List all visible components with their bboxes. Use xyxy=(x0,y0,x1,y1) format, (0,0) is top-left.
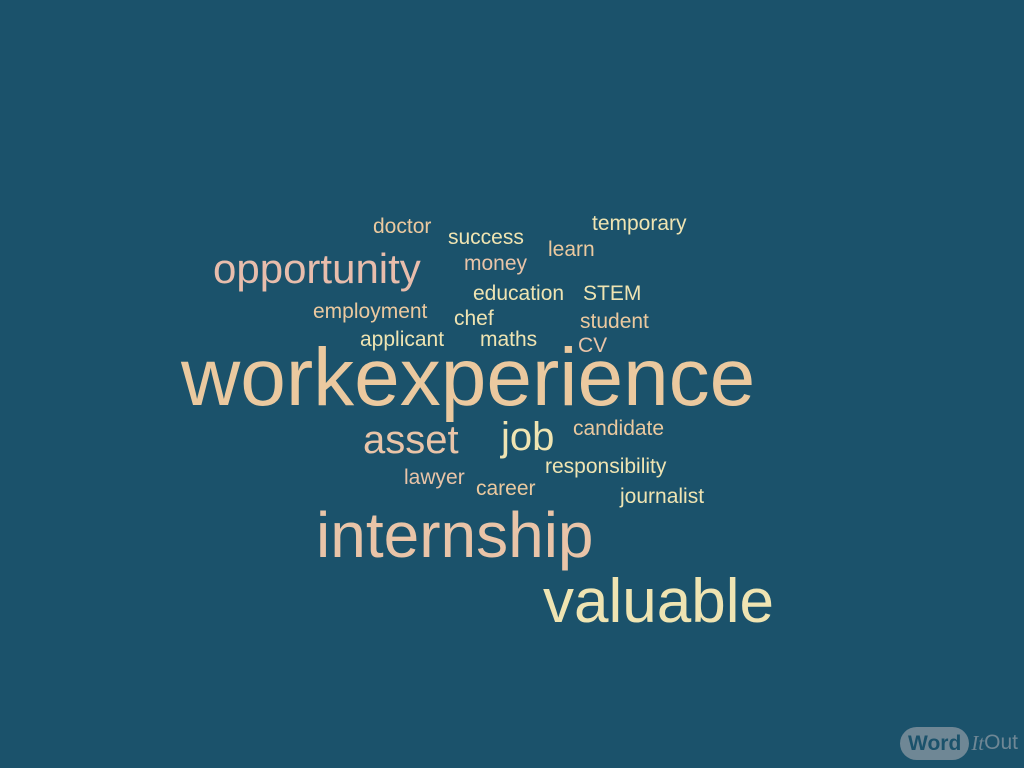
word-candidate: candidate xyxy=(573,417,665,440)
logo-it: It xyxy=(971,730,985,755)
word-education: education xyxy=(473,282,565,305)
logo-word: Word xyxy=(900,726,970,760)
word-workexperience: workexperience xyxy=(181,332,756,423)
wordle-logo: Word It Out xyxy=(900,724,1018,762)
word-temporary: temporary xyxy=(592,212,687,235)
word-stem: STEM xyxy=(583,282,642,305)
logo-out: Out xyxy=(984,731,1018,754)
word-career: career xyxy=(476,477,536,500)
word-lawyer: lawyer xyxy=(404,466,465,489)
word-success: success xyxy=(448,226,524,249)
word-learn: learn xyxy=(548,238,595,261)
word-chef: chef xyxy=(454,307,494,330)
word-journalist: journalist xyxy=(620,485,705,508)
word-responsibility: responsibility xyxy=(545,455,667,478)
word-maths: maths xyxy=(480,328,538,351)
word-valuable: valuable xyxy=(543,567,774,636)
word-opportunity: opportunity xyxy=(213,245,421,292)
word-cv: CV xyxy=(578,334,608,357)
word-money: money xyxy=(464,252,528,275)
word-job: job xyxy=(501,415,555,459)
word-internship: internship xyxy=(316,499,594,571)
word-student: student xyxy=(580,310,649,333)
word-applicant: applicant xyxy=(360,328,445,351)
word-doctor: doctor xyxy=(373,215,432,238)
word-asset: asset xyxy=(363,418,459,462)
word-employment: employment xyxy=(313,300,428,323)
